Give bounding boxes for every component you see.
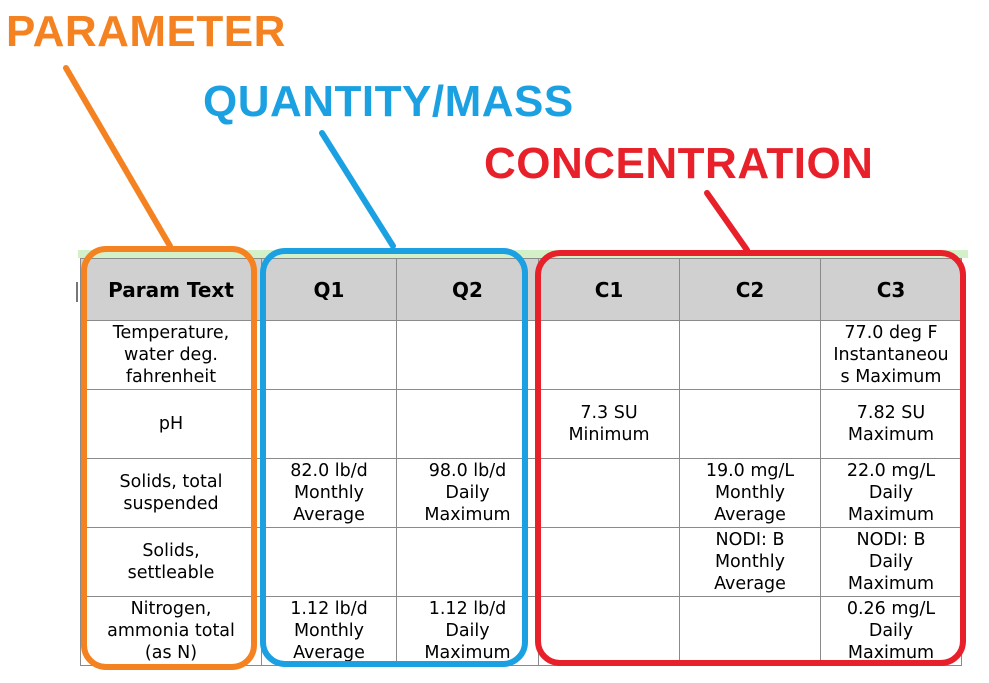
table-row: pH 7.3 SU Minimum 7.82 SU Maximum bbox=[80, 389, 962, 459]
table-header-row: Param Text Q1 Q2 C1 C2 C3 bbox=[80, 258, 962, 321]
cell-c2: NODI: B Monthly Average bbox=[679, 527, 821, 597]
cell-c2 bbox=[679, 320, 821, 390]
cell-c1 bbox=[538, 527, 680, 597]
cell-c2: 19.0 mg/L Monthly Average bbox=[679, 458, 821, 528]
header-q1: Q1 bbox=[261, 258, 397, 321]
header-c3: C3 bbox=[820, 258, 962, 321]
table-top-marker bbox=[900, 250, 910, 253]
concentration-callout: CONCENTRATION bbox=[484, 139, 874, 188]
table-row: Nitrogen, ammonia total (as N) 1.12 lb/d… bbox=[80, 596, 962, 666]
table-top-strip bbox=[78, 250, 968, 258]
cell-c1 bbox=[538, 320, 680, 390]
parameter-pointer-line bbox=[63, 65, 173, 249]
quantity-mass-callout: QUANTITY/MASS bbox=[203, 77, 574, 126]
cell-q2: 1.12 lb/d Daily Maximum bbox=[396, 596, 539, 666]
parameter-callout: PARAMETER bbox=[6, 7, 286, 56]
cell-q1 bbox=[261, 527, 397, 597]
cell-c1 bbox=[538, 458, 680, 528]
cell-c3: 0.26 mg/L Daily Maximum bbox=[820, 596, 962, 666]
table-left-edge bbox=[76, 282, 78, 302]
cell-c3: 22.0 mg/L Daily Maximum bbox=[820, 458, 962, 528]
cell-c2 bbox=[679, 389, 821, 459]
table-row: Temperature, water deg. fahrenheit 77.0 … bbox=[80, 320, 962, 390]
cell-c3: 7.82 SU Maximum bbox=[820, 389, 962, 459]
cell-q1 bbox=[261, 320, 397, 390]
cell-param: Nitrogen, ammonia total (as N) bbox=[80, 596, 262, 666]
cell-c3: 77.0 deg F Instantaneou s Maximum bbox=[820, 320, 962, 390]
cell-c1: 7.3 SU Minimum bbox=[538, 389, 680, 459]
header-param-text: Param Text bbox=[80, 258, 262, 321]
table-row: Solids, settleable NODI: B Monthly Avera… bbox=[80, 527, 962, 597]
quantity-mass-pointer-line bbox=[319, 130, 396, 249]
cell-q2: 98.0 lb/d Daily Maximum bbox=[396, 458, 539, 528]
cell-q1: 1.12 lb/d Monthly Average bbox=[261, 596, 397, 666]
cell-c2 bbox=[679, 596, 821, 666]
cell-q2 bbox=[396, 320, 539, 390]
cell-q1: 82.0 lb/d Monthly Average bbox=[261, 458, 397, 528]
cell-c3: NODI: B Daily Maximum bbox=[820, 527, 962, 597]
cell-param: Temperature, water deg. fahrenheit bbox=[80, 320, 262, 390]
header-c1: C1 bbox=[538, 258, 680, 321]
concentration-pointer-line bbox=[704, 190, 750, 253]
cell-param: Solids, settleable bbox=[80, 527, 262, 597]
header-q2: Q2 bbox=[396, 258, 539, 321]
cell-q1 bbox=[261, 389, 397, 459]
table-row: Solids, total suspended 82.0 lb/d Monthl… bbox=[80, 458, 962, 528]
cell-param: Solids, total suspended bbox=[80, 458, 262, 528]
cell-param: pH bbox=[80, 389, 262, 459]
cell-q2 bbox=[396, 527, 539, 597]
parameter-table: Param Text Q1 Q2 C1 C2 C3 Temperature, w… bbox=[80, 258, 962, 666]
header-c2: C2 bbox=[679, 258, 821, 321]
cell-q2 bbox=[396, 389, 539, 459]
cell-c1 bbox=[538, 596, 680, 666]
